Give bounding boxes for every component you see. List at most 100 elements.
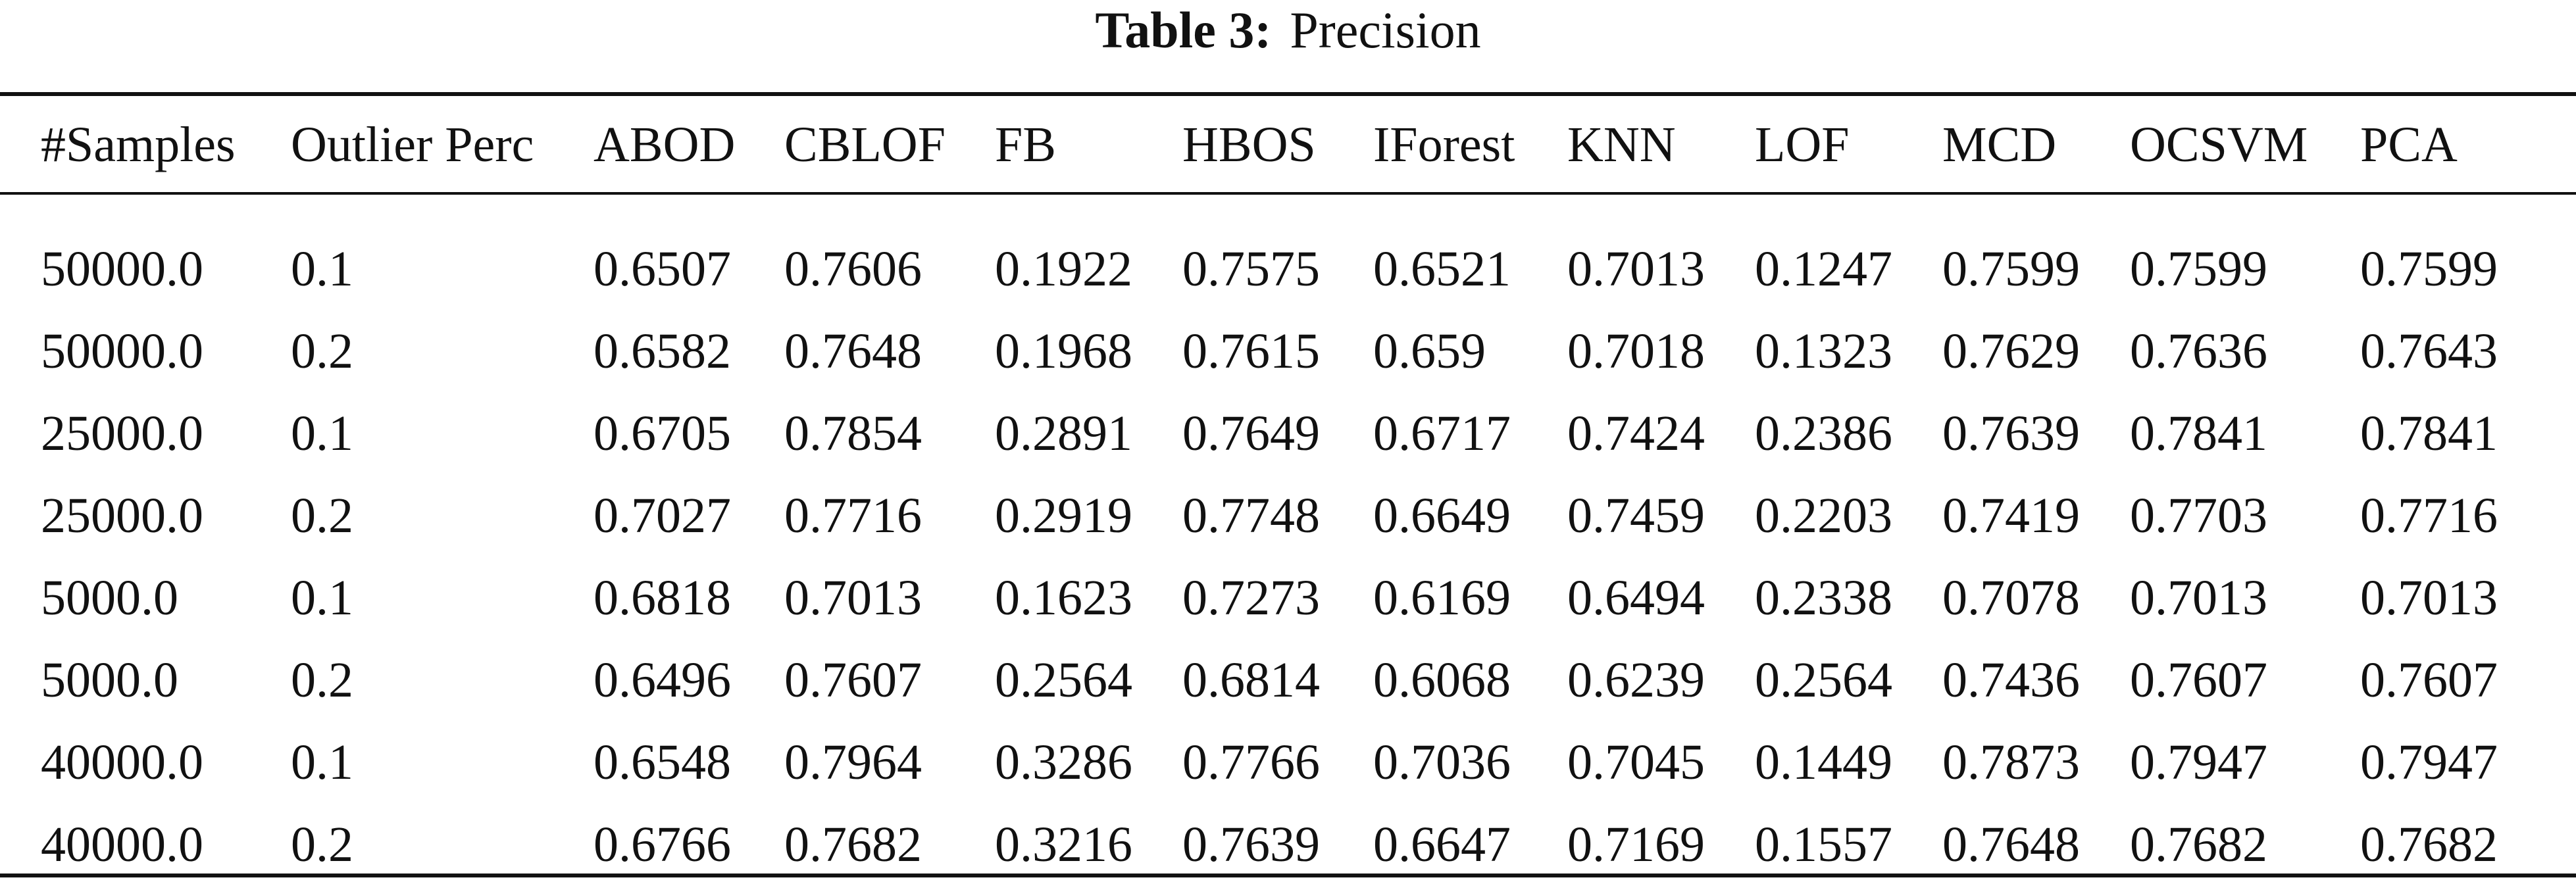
column-header: LOF xyxy=(1755,116,1850,172)
table-row: 5000.0 0.2 0.6496 0.7607 0.2564 0.6814 0… xyxy=(0,639,2576,722)
table-cell: 0.1 xyxy=(291,735,353,790)
table-cell: 0.1323 xyxy=(1755,324,1892,379)
table-cell: 0.7045 xyxy=(1567,735,1705,790)
table-cell: 0.6507 xyxy=(593,241,731,297)
table-cell: 0.7027 xyxy=(593,488,731,543)
table-cell: 0.6649 xyxy=(1373,488,1511,543)
table-cell: 0.7841 xyxy=(2130,406,2267,461)
table-cell: 0.7013 xyxy=(1567,241,1705,297)
table-row: 40000.0 0.2 0.6766 0.7682 0.3216 0.7639 … xyxy=(0,804,2576,886)
table-cell: 25000.0 xyxy=(41,488,203,543)
table-caption: Table 3: Precision xyxy=(0,0,2576,66)
table-cell: 0.7599 xyxy=(2360,241,2498,297)
header-row: #Samples Outlier Perc ABOD CBLOF FB HBOS… xyxy=(0,105,2576,184)
table-row: 50000.0 0.2 0.6582 0.7648 0.1968 0.7615 … xyxy=(0,310,2576,393)
table-cell: 0.7648 xyxy=(784,324,922,379)
table-cell: 0.659 xyxy=(1373,324,1486,379)
table-cell: 0.7766 xyxy=(1182,735,1320,790)
table-cell: 0.7716 xyxy=(784,488,922,543)
table-cell: 0.6766 xyxy=(593,817,731,872)
table-cell: 0.7682 xyxy=(2130,817,2267,872)
table-cell: 0.7599 xyxy=(1942,241,2080,297)
table-cell: 0.2919 xyxy=(995,488,1132,543)
column-header: KNN xyxy=(1567,116,1676,172)
table-cell: 0.6705 xyxy=(593,406,731,461)
table-cell: 0.2 xyxy=(291,324,353,379)
table-cell: 0.7273 xyxy=(1182,570,1320,626)
table-cell: 0.7036 xyxy=(1373,735,1511,790)
table-cell: 0.7459 xyxy=(1567,488,1705,543)
table-cell: 0.7748 xyxy=(1182,488,1320,543)
header-rule xyxy=(0,192,2576,195)
column-header: IForest xyxy=(1373,116,1515,172)
table-cell: 40000.0 xyxy=(41,735,203,790)
column-header: FB xyxy=(995,116,1056,172)
table-cell: 0.7629 xyxy=(1942,324,2080,379)
table-cell: 0.7639 xyxy=(1182,817,1320,872)
table-cell: 0.2 xyxy=(291,652,353,708)
table-cell: 0.6521 xyxy=(1373,241,1511,297)
table-cell: 0.7607 xyxy=(784,652,922,708)
table-cell: 0.7841 xyxy=(2360,406,2498,461)
table-cell: 0.7018 xyxy=(1567,324,1705,379)
table-cell: 25000.0 xyxy=(41,406,203,461)
table-cell: 0.1247 xyxy=(1755,241,1892,297)
table-cell: 0.7424 xyxy=(1567,406,1705,461)
top-rule xyxy=(0,92,2576,96)
table-cell: 0.7615 xyxy=(1182,324,1320,379)
table-cell: 0.7436 xyxy=(1942,652,2080,708)
caption-title: Precision xyxy=(1290,1,1481,59)
table-cell: 0.6582 xyxy=(593,324,731,379)
table-cell: 0.1 xyxy=(291,241,353,297)
table-cell: 0.2891 xyxy=(995,406,1132,461)
caption-label: Table 3: xyxy=(1095,1,1272,59)
table-cell: 0.1623 xyxy=(995,570,1132,626)
table-cell: 0.6548 xyxy=(593,735,731,790)
table-cell: 0.3216 xyxy=(995,817,1132,872)
bottom-rule xyxy=(0,874,2576,877)
table-cell: 0.7649 xyxy=(1182,406,1320,461)
table-cell: 5000.0 xyxy=(41,570,178,626)
table-cell: 0.7606 xyxy=(784,241,922,297)
table-cell: 0.6068 xyxy=(1373,652,1511,708)
table-row: 5000.0 0.1 0.6818 0.7013 0.1623 0.7273 0… xyxy=(0,557,2576,639)
table-cell: 50000.0 xyxy=(41,324,203,379)
table-cell: 0.7947 xyxy=(2130,735,2267,790)
table-cell: 0.1968 xyxy=(995,324,1132,379)
table-cell: 0.7648 xyxy=(1942,817,2080,872)
table-cell: 0.6496 xyxy=(593,652,731,708)
table-cell: 0.7013 xyxy=(2130,570,2267,626)
column-header: CBLOF xyxy=(784,116,946,172)
column-header: HBOS xyxy=(1182,116,1316,172)
table-cell: 0.1922 xyxy=(995,241,1132,297)
table-cell: 0.7947 xyxy=(2360,735,2498,790)
table-cell: 0.3286 xyxy=(995,735,1132,790)
table-cell: 50000.0 xyxy=(41,241,203,297)
table-cell: 0.1557 xyxy=(1755,817,1892,872)
table-cell: 0.1449 xyxy=(1755,735,1892,790)
table-cell: 0.7643 xyxy=(2360,324,2498,379)
table-cell: 0.2 xyxy=(291,817,353,872)
table-cell: 0.7419 xyxy=(1942,488,2080,543)
table-cell: 0.7703 xyxy=(2130,488,2267,543)
table-cell: 0.7682 xyxy=(784,817,922,872)
table-cell: 0.6717 xyxy=(1373,406,1511,461)
table-cell: 0.7873 xyxy=(1942,735,2080,790)
column-header: MCD xyxy=(1942,116,2057,172)
table-cell: 0.2 xyxy=(291,488,353,543)
table-cell: 0.2386 xyxy=(1755,406,1892,461)
table-cell: 0.2338 xyxy=(1755,570,1892,626)
table-cell: 0.6647 xyxy=(1373,817,1511,872)
column-header: #Samples xyxy=(41,116,236,172)
table-cell: 0.1 xyxy=(291,570,353,626)
table-cell: 0.7013 xyxy=(2360,570,2498,626)
table-cell: 0.7607 xyxy=(2360,652,2498,708)
table-cell: 0.7854 xyxy=(784,406,922,461)
table-cell: 0.1 xyxy=(291,406,353,461)
column-header: OCSVM xyxy=(2130,116,2308,172)
table-row: 50000.0 0.1 0.6507 0.7606 0.1922 0.7575 … xyxy=(0,228,2576,310)
table-cell: 0.7607 xyxy=(2130,652,2267,708)
table-cell: 5000.0 xyxy=(41,652,178,708)
table-cell: 0.2203 xyxy=(1755,488,1892,543)
